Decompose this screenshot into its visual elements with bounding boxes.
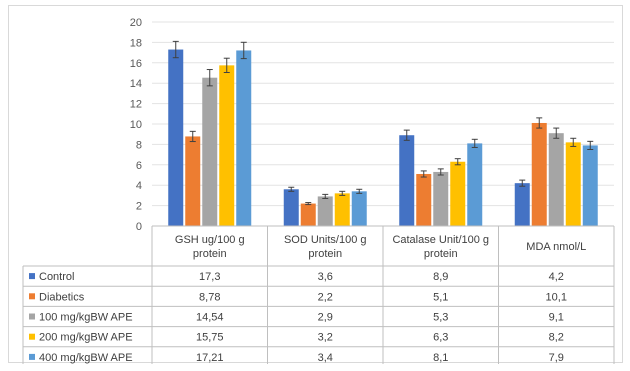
data-label: 3,2: [318, 332, 333, 344]
bar-2-4: [531, 122, 547, 226]
data-label: 4,2: [549, 271, 564, 283]
y-tick-label: 20: [130, 17, 142, 29]
bar-4-2: [334, 193, 350, 226]
bar-1-1: [168, 49, 184, 226]
bar-4-1: [219, 65, 235, 226]
legend-swatch: [29, 293, 35, 300]
data-label: 3,6: [318, 271, 333, 283]
y-tick-label: 18: [130, 37, 142, 49]
data-label: 8,2: [549, 332, 564, 344]
bar-4-3: [450, 161, 466, 226]
bar-2-2: [300, 203, 316, 226]
legend-label: 200 mg/kgBW APE: [39, 332, 133, 344]
bar-4-4: [565, 142, 581, 226]
data-label: 3,4: [318, 352, 333, 364]
bar-1-2: [283, 189, 299, 226]
y-tick-label: 12: [130, 99, 142, 111]
bar-2-3: [416, 173, 432, 226]
legend-label: 400 mg/kgBW APE: [39, 352, 133, 364]
data-label: 17,21: [196, 352, 224, 364]
y-tick-label: 14: [130, 78, 142, 90]
data-label: 2,2: [318, 291, 333, 303]
legend-label: Control: [39, 271, 74, 283]
data-label: 14,54: [196, 312, 224, 324]
category-label: GSH ug/100 g protein: [175, 234, 245, 260]
bar-5-3: [467, 143, 483, 226]
data-label: 17,3: [199, 271, 220, 283]
legend-swatch: [29, 353, 35, 360]
legend-label: 100 mg/kgBW APE: [39, 312, 133, 324]
bar-1-3: [399, 135, 415, 226]
legend-swatch: [29, 313, 35, 320]
category-label: Catalase Unit/100 g protein: [392, 234, 489, 260]
data-label: 5,1: [433, 291, 448, 303]
y-tick-label: 6: [136, 160, 142, 172]
bar-3-2: [317, 196, 333, 226]
bar-5-2: [351, 191, 367, 226]
data-label: 8,1: [433, 352, 448, 364]
y-tick-label: 8: [136, 139, 142, 151]
bar-3-1: [202, 77, 218, 226]
data-label: 8,78: [199, 291, 220, 303]
data-label: 15,75: [196, 332, 224, 344]
legend-swatch: [29, 273, 35, 280]
bar-3-3: [433, 171, 449, 226]
legend-label: Diabetics: [39, 291, 85, 303]
bar-5-4: [582, 145, 598, 226]
chart-frame: 0 2 4 6 8 10 12 14 16 18 20 GSH ug/100 g protein SOD …: [8, 5, 623, 368]
data-label: 8,9: [433, 271, 448, 283]
bar-chart: 0 2 4 6 8 10 12 14 16 18 20 GSH ug/100 g protein SOD …: [22, 17, 615, 368]
data-label: 10,1: [546, 291, 567, 303]
y-tick-label: 10: [130, 119, 142, 131]
data-label: 7,9: [549, 352, 564, 364]
data-label: 9,1: [549, 312, 564, 324]
data-label: 2,9: [318, 312, 333, 324]
data-label: 5,3: [433, 312, 448, 324]
data-label: 6,3: [433, 332, 448, 344]
legend-swatch: [29, 333, 35, 340]
bar-2-1: [185, 136, 201, 226]
y-tick-label: 2: [136, 201, 142, 213]
bar-3-4: [548, 133, 564, 226]
y-tick-label: 16: [130, 58, 142, 70]
category-label: MDA nmol/L: [526, 241, 586, 253]
y-tick-label: 4: [136, 180, 142, 192]
bar-5-1: [236, 50, 252, 226]
category-label: SOD Units/100 g protein: [284, 234, 367, 260]
bar-1-4: [514, 183, 530, 226]
y-tick-label: 0: [136, 221, 142, 233]
